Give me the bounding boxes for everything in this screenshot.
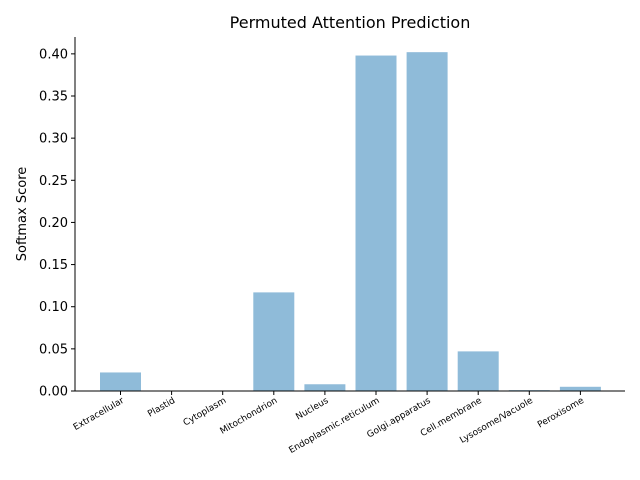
x-tick-label: Endoplasmic.reticulum	[287, 396, 381, 456]
bar-peroxisome	[559, 386, 601, 391]
y-tick-label: 0.15	[39, 258, 68, 273]
y-tick-label: 0.30	[39, 132, 68, 147]
y-axis-label: Softmax Score	[15, 167, 30, 262]
bar-mitochondrion	[253, 292, 295, 391]
y-tick-label: 0.35	[39, 90, 68, 105]
y-tick-label: 0.05	[39, 342, 68, 357]
x-tick-label: Peroxisome	[536, 396, 586, 431]
x-axis-ticks: Extracellular Plastid CytoplasmMitochondri…	[72, 391, 586, 456]
y-tick-label: 0.40	[39, 47, 68, 62]
chart-title: Permuted Attention Prediction	[230, 13, 471, 32]
bars-group	[100, 52, 601, 392]
y-tick-label: 0.00	[39, 385, 68, 400]
bar-golgi-apparatus	[406, 52, 448, 392]
bar-cell-membrane	[457, 351, 499, 391]
bar-nucleus	[304, 384, 346, 391]
y-tick-label: 0.20	[39, 216, 68, 231]
x-tick-label: Plastid	[146, 396, 177, 420]
bar-endoplasmic-reticulum	[355, 55, 397, 392]
bar-extracellular	[100, 372, 141, 391]
y-tick-label: 0.10	[39, 300, 68, 315]
x-tick-label: Mitochondrion	[219, 396, 280, 437]
x-tick-label: Cytoplasm	[182, 396, 228, 429]
y-tick-label: 0.25	[39, 174, 68, 189]
x-tick-label: Extracellular	[72, 396, 126, 433]
x-tick-label: Nucleus	[294, 396, 330, 423]
y-axis-ticks: 0.00 0.05 0.10 0.15 0.20 0.25 0.30 0.35 0.40	[39, 47, 75, 400]
